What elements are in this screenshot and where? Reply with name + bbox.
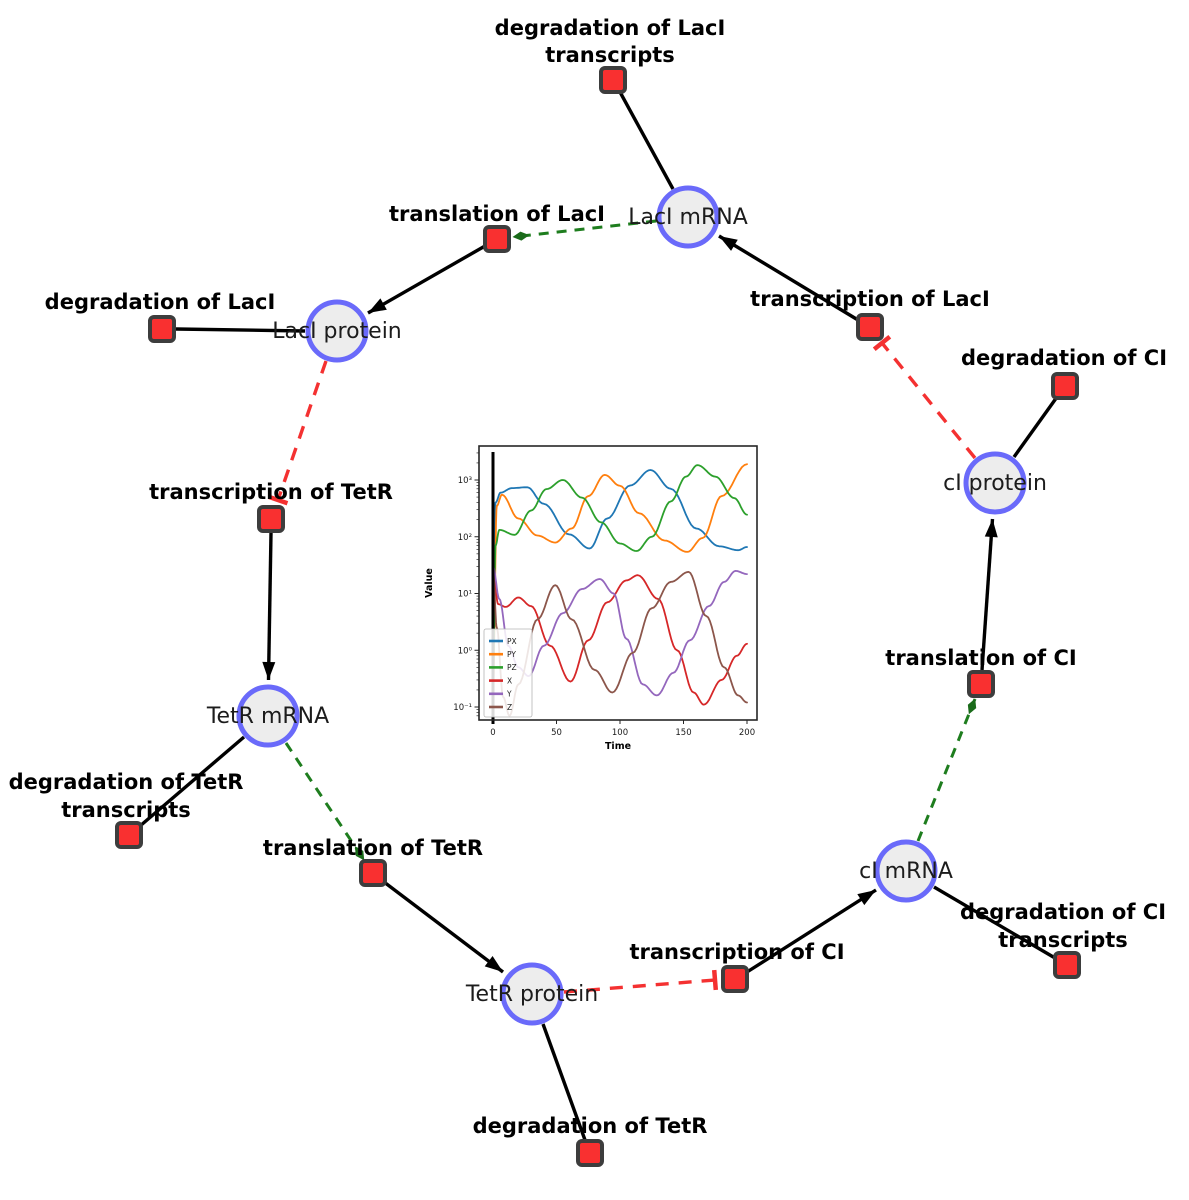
series-path-2 bbox=[492, 464, 748, 691]
reaction-node-degradation-of-ci[interactable] bbox=[1051, 372, 1079, 400]
y-tick-label-3: 10² bbox=[458, 533, 472, 543]
x-tick-label-0: 0 bbox=[490, 728, 495, 738]
legend-label-0: PX bbox=[507, 637, 517, 646]
reaction-label-degradation-of-laci-transcripts-line1: degradation of LacI bbox=[495, 16, 726, 40]
edge-ci-mrna-to-degradation-ci-transcripts bbox=[933, 885, 1056, 960]
y-axis-title: Value bbox=[424, 568, 435, 598]
edge-laci-mrna-modifier-translation-laci bbox=[512, 219, 657, 241]
reaction-label-degradation-of-laci: degradation of LacI bbox=[45, 290, 276, 314]
species-label-tetr-mrna: TetR mRNA bbox=[206, 704, 329, 729]
species-node-laci-protein[interactable] bbox=[305, 299, 369, 363]
reaction-label-translation-of-ci: translation of CI bbox=[885, 646, 1076, 670]
edge-tetr-protein-to-degradation-tetr bbox=[541, 1023, 587, 1141]
x-tick-label-4: 200 bbox=[739, 728, 755, 738]
reaction-node-transcription-of-laci[interactable] bbox=[856, 313, 884, 341]
reaction-label-degradation-of-tetr-transcripts-line1: degradation of TetR bbox=[9, 770, 244, 794]
legend-label-1: PY bbox=[507, 650, 516, 659]
species-node-ci-protein[interactable] bbox=[963, 451, 1027, 515]
edge-laci-mrna-to-degradation-laci-transcripts bbox=[618, 91, 675, 190]
edge-ci-protein-inhibits-transcription-laci bbox=[872, 334, 977, 460]
legend-label-3: X bbox=[507, 676, 512, 685]
reaction-node-degradation-of-tetr-transcripts[interactable] bbox=[115, 821, 143, 849]
edge-translation-tetr-to-tetr-protein bbox=[382, 880, 505, 974]
reaction-label-degradation-of-ci: degradation of CI bbox=[961, 346, 1167, 370]
reaction-node-degradation-of-laci[interactable] bbox=[148, 315, 176, 343]
edge-laci-protein-inhibits-transcription-tetr bbox=[267, 360, 328, 506]
reaction-node-degradation-of-laci-transcripts[interactable] bbox=[599, 66, 627, 94]
reaction-label-transcription-of-laci: transcription of LacI bbox=[750, 287, 990, 311]
legend-label-4: Y bbox=[506, 690, 512, 699]
species-node-tetr-protein[interactable] bbox=[500, 962, 564, 1026]
species-label-ci-mrna: cI mRNA bbox=[859, 859, 953, 884]
reaction-node-degradation-of-ci-transcripts[interactable] bbox=[1053, 951, 1081, 979]
edge-translation-ci-to-ci-protein bbox=[980, 518, 998, 671]
species-node-laci-mrna[interactable] bbox=[656, 185, 720, 249]
species-label-tetr-protein: TetR protein bbox=[465, 982, 598, 1007]
reaction-node-transcription-of-ci[interactable] bbox=[721, 965, 749, 993]
edge-laci-protein-to-degradation-laci bbox=[175, 327, 306, 333]
x-axis-title: Time bbox=[605, 741, 631, 752]
series-path-3 bbox=[492, 567, 748, 706]
reaction-label-degradation-of-tetr: degradation of TetR bbox=[473, 1114, 708, 1138]
y-tick-label-0: 10⁻¹ bbox=[453, 703, 472, 713]
edge-tetr-protein-inhibits-transcription-ci bbox=[563, 969, 719, 994]
x-tick-label-3: 150 bbox=[675, 728, 691, 738]
reaction-label-degradation-of-ci-transcripts-line1: degradation of CI bbox=[960, 900, 1166, 924]
edge-transcription-ci-to-ci-mrna bbox=[746, 888, 877, 974]
reaction-label-translation-of-tetr: translation of TetR bbox=[263, 836, 483, 860]
reaction-label-degradation-of-ci-transcripts-line2: transcripts bbox=[998, 928, 1128, 952]
species-label-ci-protein: cI protein bbox=[943, 471, 1047, 496]
legend-label-5: Z bbox=[507, 703, 512, 712]
reaction-node-transcription-of-tetr[interactable] bbox=[257, 505, 285, 533]
edge-translation-laci-to-laci-protein bbox=[367, 244, 486, 315]
simulation-plot: 0 50 100 150 200 10⁻¹ 10⁰ 10¹ 10² 10³ PX… bbox=[418, 436, 770, 766]
reaction-label-transcription-of-tetr: transcription of TetR bbox=[149, 480, 393, 504]
species-label-laci-protein: LacI protein bbox=[272, 319, 402, 344]
x-tick-label-1: 50 bbox=[551, 728, 562, 738]
x-tick-label-2: 100 bbox=[612, 728, 628, 738]
reaction-label-transcription-of-ci: transcription of CI bbox=[629, 940, 844, 964]
species-label-laci-mrna: LacI mRNA bbox=[628, 205, 748, 230]
reaction-node-degradation-of-tetr[interactable] bbox=[576, 1139, 604, 1167]
reaction-label-degradation-of-tetr-transcripts-line2: transcripts bbox=[61, 798, 191, 822]
edge-ci-mrna-modifier-translation-ci bbox=[916, 698, 977, 842]
chart-legend: PX PY PZ X Y Z bbox=[483, 628, 533, 718]
edge-transcription-tetr-to-tetr-mrna bbox=[262, 532, 276, 681]
y-tick-label-2: 10¹ bbox=[458, 590, 472, 600]
edge-transcription-laci-to-laci-mrna bbox=[718, 234, 859, 322]
species-node-ci-mrna[interactable] bbox=[874, 839, 938, 903]
simulation-plot-svg: 0 50 100 150 200 10⁻¹ 10⁰ 10¹ 10² 10³ PX… bbox=[424, 445, 758, 752]
reaction-label-translation-of-laci: translation of LacI bbox=[389, 202, 605, 226]
series-path-1 bbox=[492, 463, 748, 691]
edge-ci-protein-to-degradation-ci bbox=[1012, 396, 1059, 458]
reaction-label-degradation-of-laci-transcripts-line2: transcripts bbox=[545, 43, 675, 67]
y-tick-label-4: 10³ bbox=[458, 476, 472, 486]
reaction-node-translation-of-tetr[interactable] bbox=[359, 859, 387, 887]
plot-spines bbox=[478, 445, 758, 721]
reaction-node-translation-of-laci[interactable] bbox=[483, 225, 511, 253]
plot-curves bbox=[492, 463, 748, 717]
legend-label-2: PZ bbox=[507, 663, 517, 672]
series-path-0 bbox=[492, 469, 748, 691]
species-node-tetr-mrna[interactable] bbox=[236, 684, 300, 748]
edge-tetr-mrna-modifier-translation-tetr bbox=[284, 742, 366, 861]
edge-tetr-mrna-to-degradation-tetr-transcripts bbox=[138, 735, 246, 828]
reaction-node-translation-of-ci[interactable] bbox=[967, 670, 995, 698]
y-tick-label-1: 10⁰ bbox=[458, 646, 473, 656]
